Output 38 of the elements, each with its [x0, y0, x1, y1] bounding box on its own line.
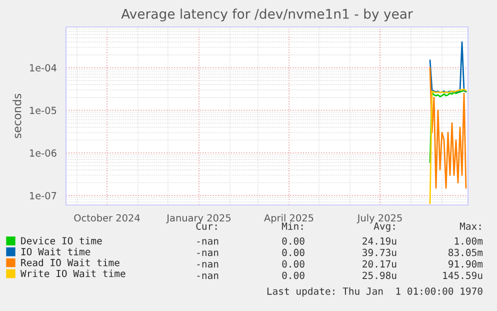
text: -nan: [197, 262, 218, 268]
text: Min:: [282, 222, 303, 230]
text: Cur:: [196, 222, 217, 230]
text: -nan: [197, 250, 218, 256]
legend-label: Device IO time: [21, 236, 102, 244]
x-tick-label: January 2025: [166, 214, 230, 224]
text: Avg:: [374, 222, 395, 232]
line-series: [429, 66, 467, 189]
text: 25.98u: [362, 272, 396, 280]
text: 1.00m: [454, 237, 483, 245]
legend-label: Read IO Wait time: [21, 258, 120, 266]
line-series: [429, 88, 467, 204]
text: 91.90m: [448, 260, 483, 268]
line-series: [429, 41, 467, 94]
x-tick-label: October 2024: [74, 214, 140, 222]
text: 145.59u: [443, 272, 482, 280]
text: -nan: [197, 239, 218, 245]
text: 0.00: [282, 237, 304, 245]
legend-label: IO Wait time: [21, 248, 90, 256]
y-tick-label: 1e-04: [30, 64, 56, 72]
text: 20.17u: [362, 260, 396, 268]
text: 24.19u: [362, 237, 396, 245]
text: 0.00: [282, 272, 304, 280]
y-tick-label: 1e-07: [30, 192, 56, 200]
legend-label: Write IO Wait time: [20, 270, 126, 278]
x-tick-label: July 2025: [356, 214, 402, 224]
text: 0.00: [282, 260, 304, 268]
text: 0.00: [282, 248, 304, 256]
text: 83.05m: [448, 248, 483, 256]
y-tick-label: 1e-05: [30, 106, 56, 114]
text: Max:: [460, 222, 481, 230]
y-axis-title: seconds: [12, 94, 22, 138]
text: 39.73u: [362, 248, 396, 256]
y-tick-label: 1e-06: [30, 149, 56, 157]
x-tick-label: April 2025: [264, 214, 314, 224]
text: Last update: Thu Jan 1 01:00:00 1970: [267, 287, 482, 297]
text: -nan: [197, 274, 218, 280]
chart-title: Average latency for /dev/nvme1n1 - by year: [121, 8, 413, 22]
